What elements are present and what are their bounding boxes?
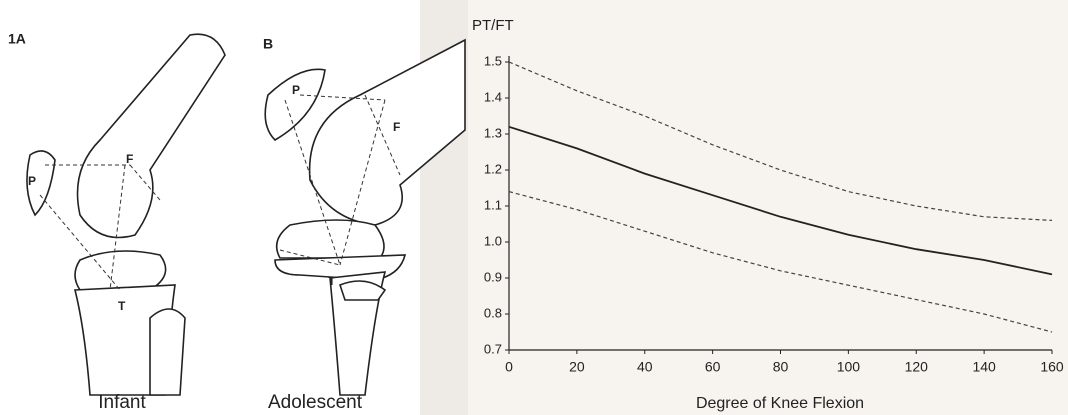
marker: P xyxy=(292,83,300,97)
y-tick-label: 1.0 xyxy=(484,233,502,248)
x-tick-label: 60 xyxy=(705,359,721,375)
series-line xyxy=(508,125,1053,276)
x-axis-label: Degree of Knee Flexion xyxy=(696,395,864,412)
x-tick-label: 140 xyxy=(972,359,996,375)
y-tick-label: 1.1 xyxy=(484,197,502,212)
panel-label: 1A xyxy=(8,31,26,47)
x-tick-label: 40 xyxy=(637,359,653,375)
marker: F xyxy=(393,120,400,134)
y-tick-label: 1.5 xyxy=(484,53,502,68)
caption: Infant xyxy=(98,392,146,413)
y-tick-label: 1.4 xyxy=(484,89,502,104)
y-tick-label: 0.7 xyxy=(484,341,502,356)
panel-label: B xyxy=(263,36,273,52)
x-tick-label: 120 xyxy=(905,359,929,375)
x-tick-label: 20 xyxy=(569,359,585,375)
marker: F xyxy=(126,152,133,166)
series-line xyxy=(508,191,1053,333)
x-tick-label: 0 xyxy=(505,359,513,375)
y-axis-label: PT/FT xyxy=(472,17,514,34)
chart-background xyxy=(468,0,1068,415)
y-tick-label: 0.8 xyxy=(484,305,502,320)
x-tick-label: 100 xyxy=(837,359,861,375)
caption: Adolescent xyxy=(268,392,363,413)
infant-drawing xyxy=(26,33,226,396)
x-tick-label: 160 xyxy=(1040,359,1064,375)
y-tick-label: 1.2 xyxy=(484,161,502,176)
x-tick-label: 80 xyxy=(773,359,789,375)
y-tick-label: 1.3 xyxy=(484,125,502,140)
marker: P xyxy=(28,174,36,188)
series-line xyxy=(508,61,1053,221)
marker: T xyxy=(328,274,336,288)
marker: T xyxy=(118,299,126,313)
adolescent-drawing xyxy=(264,38,466,396)
y-tick-label: 0.9 xyxy=(484,269,502,284)
